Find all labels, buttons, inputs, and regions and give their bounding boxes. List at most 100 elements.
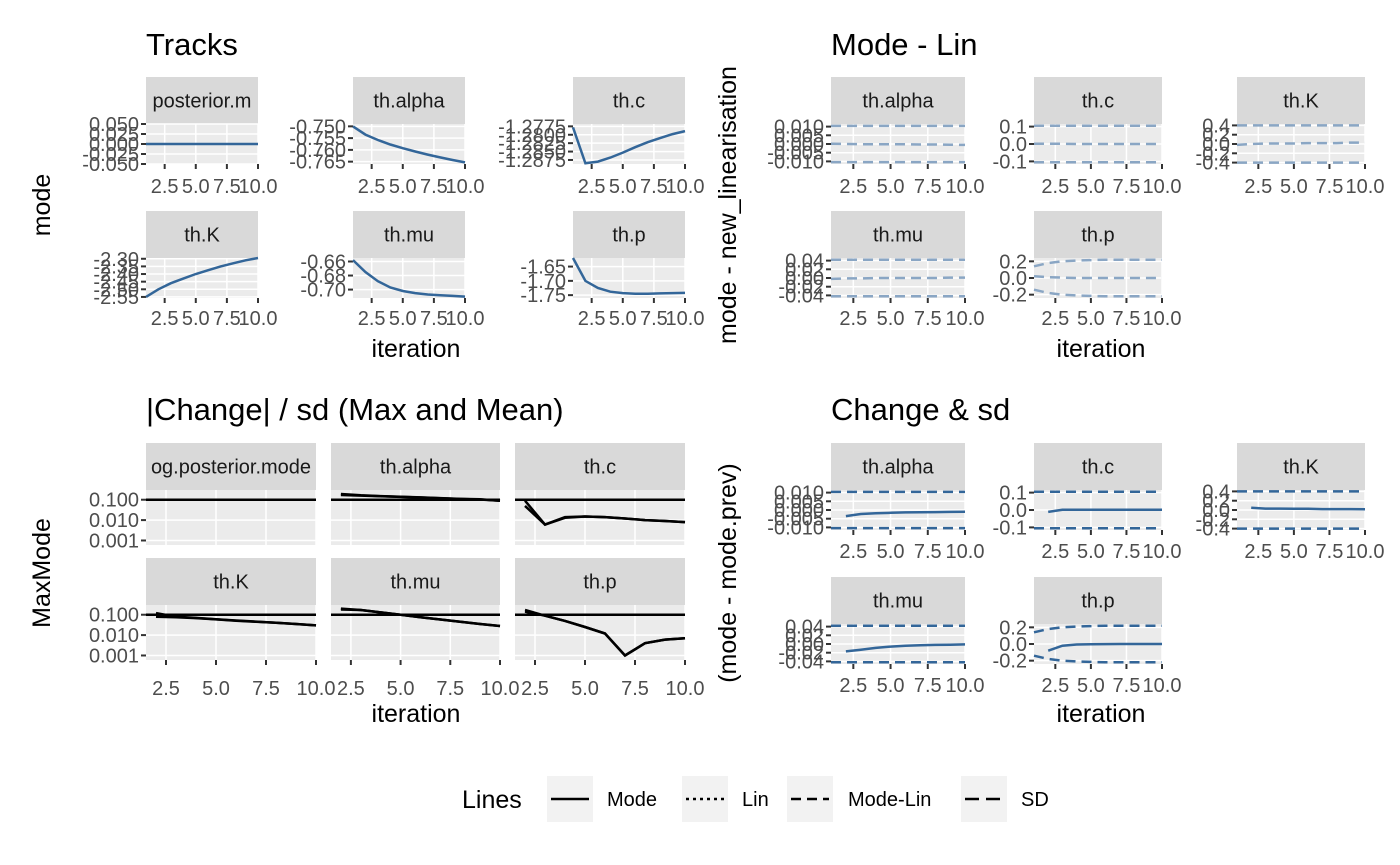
legend-key-dotted — [682, 776, 728, 822]
y-tick-label: 0.4 — [1202, 481, 1230, 503]
y-tick-label: -0.025 — [82, 144, 139, 166]
y-tick-label: 0.0 — [999, 268, 1027, 290]
y-tick-label: 0.2 — [999, 251, 1027, 273]
facet-strip — [331, 558, 500, 605]
x-tick-label: 10.0 — [239, 176, 278, 198]
y-tick-label: 0.010 — [774, 117, 824, 139]
facet-th.alpha: th.alpha — [331, 443, 501, 545]
x-tick-label: 5.0 — [877, 675, 905, 697]
facet-strip-label: th.alpha — [380, 457, 452, 479]
y-tick-label: 0.02 — [785, 259, 824, 281]
chart-1: Mode - Lin mode - new_linearisationiterat… — [714, 27, 1384, 363]
x-tick-label: 7.5 — [914, 541, 942, 563]
legend-label: Mode — [607, 789, 657, 811]
facet-strip — [831, 211, 965, 258]
facet-th.p: th.p 2.5 5.0 7.5 10.0 — [515, 558, 704, 700]
facet-strip — [146, 77, 258, 124]
chart-title: Mode - Lin — [831, 27, 977, 62]
facet-strip — [1237, 77, 1365, 124]
facet-th.p: th.p -1.75-1.70-1.65 2.5 5.0 7.510.0 — [520, 211, 704, 330]
y-tick-label: 0.050 — [89, 114, 139, 136]
chart-title: Tracks — [146, 27, 238, 62]
facet-th.c: th.c -0.10.00.1 2.5 5.0 7.5 10.0 — [993, 77, 1181, 198]
y-tick-label: 0.2 — [999, 617, 1027, 639]
x-tick-label: 5.0 — [182, 308, 210, 330]
y-tick-label: 0.02 — [785, 625, 824, 647]
facet-panel — [573, 124, 685, 164]
facet-strip-label: th.c — [1082, 91, 1114, 113]
facet-panel — [146, 490, 316, 545]
legend-label: Lin — [742, 789, 769, 811]
y-tick-label: 0.0 — [999, 634, 1027, 656]
facet-strip — [573, 77, 685, 124]
x-tick-label: 5.0 — [1280, 541, 1308, 563]
y-tick-label: -1.2800 — [498, 125, 566, 147]
x-tick-label: 7.5 — [420, 176, 448, 198]
y-tick-label: -0.68 — [300, 266, 346, 288]
facet-panel — [146, 605, 316, 660]
facet-strip — [515, 443, 685, 490]
x-tick-label: 2.5 — [1041, 176, 1069, 198]
facet-strip — [1237, 443, 1365, 490]
x-tick-label: 2.5 — [839, 541, 867, 563]
legend-label: SD — [1021, 789, 1049, 811]
x-tick-label: 10.0 — [666, 176, 705, 198]
x-tick-label: 2.5 — [358, 176, 386, 198]
x-tick-label: 10.0 — [1143, 308, 1182, 330]
y-tick-label: 0.0 — [1202, 500, 1230, 522]
series-mode-line — [352, 125, 466, 164]
x-tick-label: 5.0 — [387, 678, 415, 700]
x-tick-label: 10.0 — [946, 541, 985, 563]
y-tick-label: -1.2850 — [498, 142, 566, 164]
y-tick-label: 0.005 — [774, 491, 824, 513]
y-tick-label: 0.2 — [1202, 125, 1230, 147]
y-tick-label: -0.1 — [993, 151, 1027, 173]
y-tick-label: 0.010 — [89, 625, 139, 647]
facet-strip — [1034, 211, 1162, 258]
series-diff-line — [830, 142, 966, 147]
facet-strip-label: th.p — [612, 225, 645, 247]
y-tick-label: -0.04 — [778, 285, 824, 307]
x-tick-label: 2.5 — [152, 678, 180, 700]
facet-th.K: th.K -0.4-0.20.00.20.4 2.5 5.0 7.5 10.0 — [1196, 77, 1384, 198]
facet-strip-label: th.K — [1283, 91, 1319, 113]
legend-title: Lines — [462, 786, 522, 814]
y-tick-label: -2.40 — [93, 264, 139, 286]
series-mean-line — [155, 615, 317, 627]
y-tick-label: -0.010 — [767, 517, 824, 539]
chart-3: Change & sd (mode - mode.prev) iteration th… — [714, 392, 1384, 728]
x-tick-label: 5.0 — [1077, 675, 1105, 697]
series-sd-line — [1033, 654, 1162, 664]
y-tick-label: -0.760 — [289, 140, 346, 162]
x-tick-label: 7.5 — [420, 308, 448, 330]
y-tick-label: -0.70 — [300, 280, 346, 302]
y-tick-label: 0.005 — [774, 125, 824, 147]
y-tick-label: -0.2 — [1196, 509, 1230, 531]
facet-strip — [146, 558, 316, 605]
y-axis-title: mode — [28, 174, 56, 237]
y-tick-label: 0.00 — [785, 634, 824, 656]
y-axis-title: (mode - mode.prev) — [714, 463, 742, 683]
x-tick-label: 7.5 — [1113, 308, 1141, 330]
x-axis-title: iteration — [1057, 335, 1146, 363]
facet-th.c: th.c -0.10.00.1 2.5 5.0 7.5 10.0 — [993, 443, 1181, 563]
y-tick-label: 0.00 — [785, 268, 824, 290]
y-tick-label: 0.0 — [999, 134, 1027, 156]
facet-strip-label: th.mu — [873, 591, 923, 613]
x-tick-label: 5.0 — [1077, 176, 1105, 198]
series-mode-line — [145, 256, 259, 298]
x-tick-label: 2.5 — [358, 308, 386, 330]
facet-strip-label: th.p — [583, 572, 616, 594]
x-tick-label: 10.0 — [481, 678, 520, 700]
y-tick-label: 0.100 — [89, 490, 139, 512]
series-mean-line — [524, 504, 686, 527]
y-tick-label: -0.010 — [767, 151, 824, 173]
y-tick-label: 0.025 — [89, 124, 139, 146]
x-tick-label: 5.0 — [877, 308, 905, 330]
x-tick-label: 10.0 — [446, 176, 485, 198]
x-tick-label: 5.0 — [1280, 176, 1308, 198]
y-tick-label: -0.755 — [289, 128, 346, 150]
x-tick-label: 2.5 — [337, 678, 365, 700]
y-tick-label: -1.2875 — [498, 150, 566, 172]
series-mode-line — [1047, 642, 1162, 652]
